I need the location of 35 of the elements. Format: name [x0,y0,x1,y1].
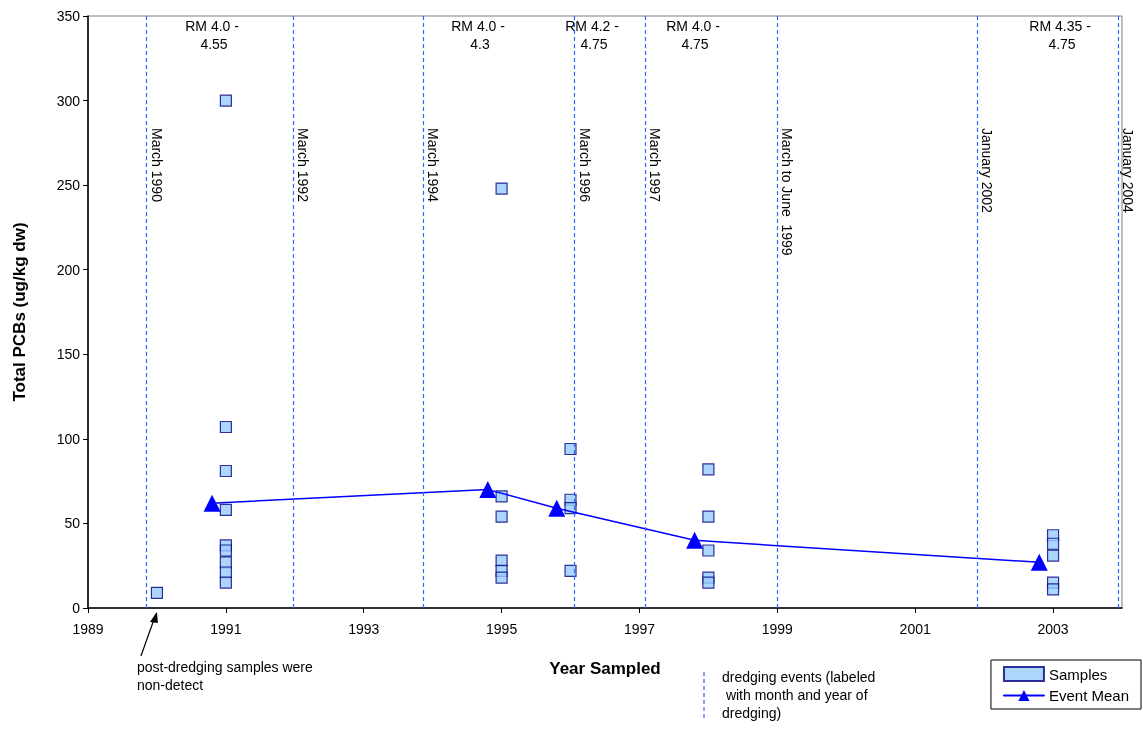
annotation: RM 4.2 - 4.75 [565,18,623,52]
y-tick-label: 350 [56,8,81,24]
ref-line-label: March 1994 [425,128,442,203]
y-tick-label: 150 [56,346,81,363]
x-tick-label: 1997 [623,621,656,637]
x-tick-label: 2001 [899,621,931,637]
ref-line-label: March 1992 [295,128,312,203]
x-axis-title: Year Sampled [549,659,661,678]
ref-line-label: January 2002 [979,128,996,214]
ref-line-label: January 2004 [1119,128,1136,214]
y-tick-label: 200 [56,261,81,278]
x-tick-label: 1995 [486,621,518,637]
x-tick-label: 1993 [348,621,380,637]
annotation: RM 4.0 - 4.55 [185,18,243,52]
text: post-dredging samples were non-detect [136,659,317,693]
text: dredging events (labeled with month and year of dredging) [722,669,876,721]
x-tick-label: 1999 [761,621,794,637]
annotation: RM 4.0 - 4.75 [666,18,724,52]
annotation: RM 4.0 - 4.3 [451,18,509,52]
x-tick-label: 1989 [72,621,104,637]
ref-line-label: March 1996 [576,128,593,203]
y-tick-label: 50 [64,515,81,532]
y-tick-label: 250 [56,177,81,194]
legend-label: Samples [1048,665,1108,683]
x-tick-label: 1991 [210,621,242,637]
y-tick-label: 300 [56,92,81,109]
ref-line-label: March to June 1999 [779,128,796,256]
legend-label: Event Mean [1048,687,1129,704]
annotation: RM 4.35 - 4.75 [1029,18,1095,52]
ref-line-label: March 1990 [148,128,165,203]
x-tick-label: 2003 [1037,621,1069,637]
y-axis-title: Total PCBs (ug/kg dw) [10,222,29,402]
y-tick-label: 0 [72,600,81,616]
ref-line-label: March 1997 [646,128,663,203]
y-tick-label: 100 [56,430,81,447]
